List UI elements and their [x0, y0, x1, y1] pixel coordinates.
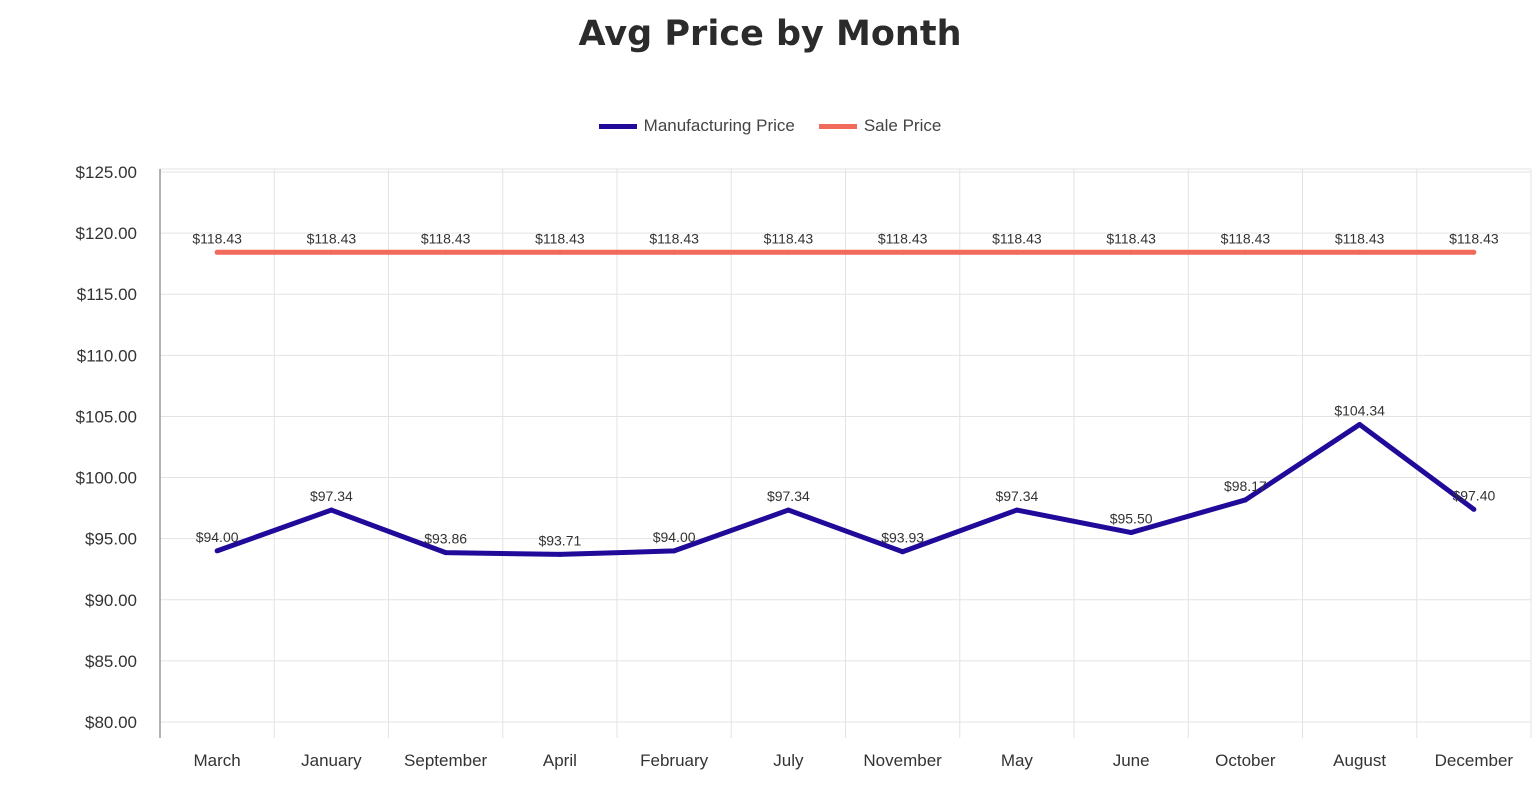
y-tick-label: $85.00	[85, 652, 137, 671]
data-label-sale-price: $118.43	[1106, 230, 1156, 246]
x-tick-label: June	[1113, 751, 1150, 770]
data-label-sale-price: $118.43	[1335, 230, 1385, 246]
legend-label-sale-price: Sale Price	[863, 116, 942, 135]
y-tick-label: $80.00	[85, 713, 137, 732]
y-tick-label: $110.00	[77, 346, 137, 365]
x-tick-label: November	[863, 751, 942, 770]
data-label-manufacturing-price: $97.34	[310, 488, 353, 504]
data-point-manufacturing-price[interactable]	[1357, 422, 1363, 428]
data-label-sale-price: $118.43	[535, 230, 585, 246]
x-tick-label: February	[640, 751, 709, 770]
legend-item-manufacturing-price[interactable]: Manufacturing Price	[598, 116, 795, 136]
y-tick-label: $95.00	[85, 530, 137, 549]
y-tick-label: $120.00	[76, 224, 137, 243]
x-tick-label: September	[404, 751, 487, 770]
data-label-manufacturing-price: $95.50	[1110, 511, 1153, 527]
data-point-sale-price[interactable]	[328, 249, 334, 255]
data-label-manufacturing-price: $94.00	[196, 529, 239, 545]
chart-title: Avg Price by Month	[578, 14, 962, 54]
data-label-manufacturing-price: $104.34	[1334, 403, 1385, 419]
data-label-sale-price: $118.43	[1449, 230, 1499, 246]
data-point-manufacturing-price[interactable]	[1471, 506, 1477, 512]
data-point-sale-price[interactable]	[1128, 249, 1134, 255]
data-point-sale-price[interactable]	[557, 249, 563, 255]
x-tick-label: March	[194, 751, 241, 770]
data-label-manufacturing-price: $93.93	[881, 530, 924, 546]
data-point-manufacturing-price[interactable]	[214, 548, 220, 554]
data-point-sale-price[interactable]	[900, 249, 906, 255]
data-label-manufacturing-price: $98.17	[1224, 478, 1267, 494]
y-tick-label: $105.00	[76, 407, 137, 426]
y-tick-label: $100.00	[76, 469, 137, 488]
data-point-sale-price[interactable]	[1471, 249, 1477, 255]
data-point-sale-price[interactable]	[785, 249, 791, 255]
data-label-manufacturing-price: $93.86	[424, 531, 467, 547]
data-label-manufacturing-price: $97.40	[1452, 487, 1495, 503]
data-point-sale-price[interactable]	[1242, 249, 1248, 255]
legend-label-manufacturing-price: Manufacturing Price	[643, 116, 795, 135]
data-label-sale-price: $118.43	[764, 230, 814, 246]
data-point-manufacturing-price[interactable]	[671, 548, 677, 554]
x-tick-label: April	[543, 751, 577, 770]
data-point-manufacturing-price[interactable]	[557, 551, 563, 557]
data-point-sale-price[interactable]	[214, 249, 220, 255]
data-label-manufacturing-price: $97.34	[995, 488, 1038, 504]
y-tick-label: $125.00	[76, 163, 137, 182]
y-tick-label: $115.00	[77, 285, 137, 304]
data-point-sale-price[interactable]	[1357, 249, 1363, 255]
data-point-manufacturing-price[interactable]	[443, 550, 449, 556]
legend-swatch-sale-price	[818, 123, 857, 129]
data-point-sale-price[interactable]	[443, 249, 449, 255]
data-point-manufacturing-price[interactable]	[328, 507, 334, 513]
data-point-sale-price[interactable]	[671, 249, 677, 255]
legend-swatch-manufacturing-price	[598, 123, 637, 129]
x-tick-label: October	[1215, 751, 1276, 770]
legend-item-sale-price[interactable]: Sale Price	[818, 116, 942, 136]
data-point-manufacturing-price[interactable]	[1014, 507, 1020, 513]
x-tick-label: July	[773, 751, 804, 770]
data-label-sale-price: $118.43	[992, 230, 1042, 246]
data-label-sale-price: $118.43	[649, 230, 699, 246]
data-label-sale-price: $118.43	[307, 230, 357, 246]
data-label-sale-price: $118.43	[878, 230, 928, 246]
data-label-sale-price: $118.43	[421, 230, 471, 246]
data-label-sale-price: $118.43	[1221, 230, 1271, 246]
x-tick-label: August	[1333, 751, 1386, 770]
data-label-manufacturing-price: $97.34	[767, 488, 810, 504]
x-tick-label: May	[1001, 751, 1034, 770]
data-label-manufacturing-price: $93.71	[538, 532, 581, 548]
data-point-manufacturing-price[interactable]	[785, 507, 791, 513]
data-label-manufacturing-price: $94.00	[653, 529, 696, 545]
data-point-manufacturing-price[interactable]	[900, 549, 906, 555]
data-label-sale-price: $118.43	[192, 230, 242, 246]
x-tick-label: January	[301, 751, 362, 770]
chart-legend: Manufacturing Price Sale Price	[0, 116, 1540, 136]
series-line-manufacturing-price[interactable]	[216, 422, 1476, 557]
data-point-manufacturing-price[interactable]	[1128, 530, 1134, 536]
data-point-manufacturing-price[interactable]	[1242, 497, 1248, 503]
y-tick-label: $90.00	[85, 591, 137, 610]
x-tick-label: December	[1435, 751, 1514, 770]
data-point-sale-price[interactable]	[1014, 249, 1020, 255]
